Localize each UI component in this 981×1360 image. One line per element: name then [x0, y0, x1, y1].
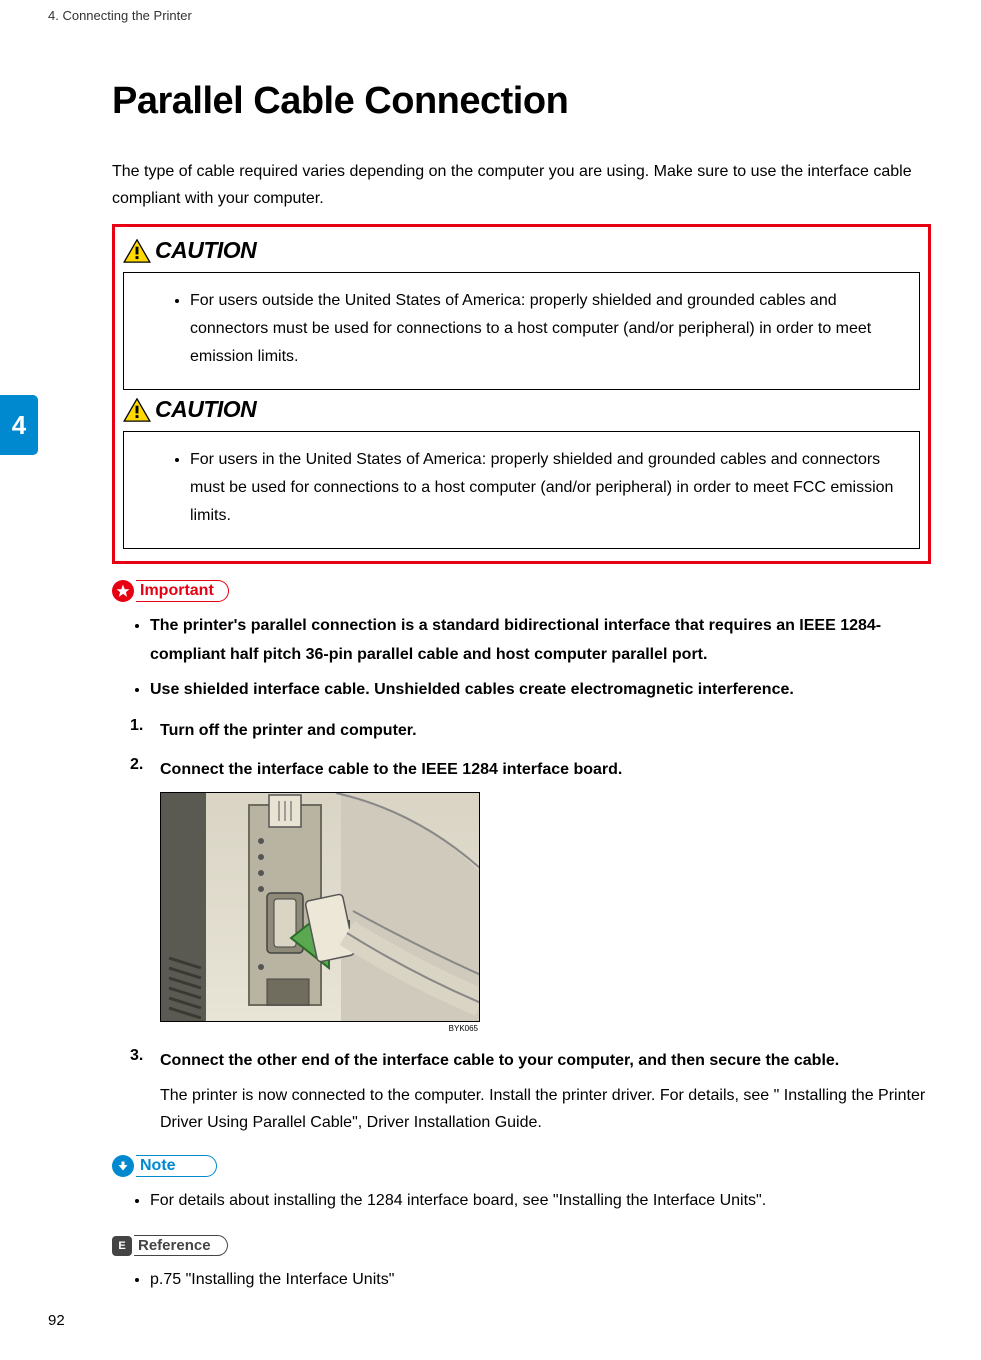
down-arrow-icon [112, 1155, 134, 1177]
important-list: The printer's parallel connection is a s… [112, 612, 931, 704]
caution-text-2: For users in the United States of Americ… [190, 446, 901, 530]
step-3-body: The printer is now connected to the comp… [160, 1082, 931, 1136]
caution-label-1: CAUTION [123, 237, 922, 264]
reference-icon: E [112, 1236, 132, 1256]
illustration-code: BYK065 [160, 1024, 480, 1033]
caution-box-1: For users outside the United States of A… [123, 272, 920, 390]
page-number: 92 [48, 1312, 65, 1329]
warning-triangle-icon [123, 239, 151, 263]
step-3-head: Connect the other end of the interface c… [160, 1047, 931, 1076]
caution-text-1: For users outside the United States of A… [190, 287, 901, 371]
warning-triangle-icon [123, 398, 151, 422]
step-3: Connect the other end of the interface c… [130, 1047, 931, 1136]
reference-badge: E Reference [112, 1235, 228, 1256]
step-2: Connect the interface cable to the IEEE … [130, 756, 931, 1034]
reference-item-1: p.75 "Installing the Interface Units" [150, 1266, 931, 1295]
step-2-head: Connect the interface cable to the IEEE … [160, 756, 931, 785]
important-item-2: Use shielded interface cable. Unshielded… [150, 676, 931, 705]
page-title: Parallel Cable Connection [112, 80, 931, 123]
caution-word-1: CAUTION [155, 237, 256, 264]
step-1: Turn off the printer and computer. [130, 717, 931, 746]
caution-label-2: CAUTION [123, 396, 922, 423]
note-item-1: For details about installing the 1284 in… [150, 1187, 931, 1216]
caution-word-2: CAUTION [155, 396, 256, 423]
note-badge: Note [112, 1155, 217, 1177]
reference-label: Reference [134, 1235, 228, 1256]
steps-list: Turn off the printer and computer. Conne… [112, 717, 931, 1137]
printer-port-illustration [160, 792, 480, 1022]
important-badge: Important [112, 580, 229, 602]
step-1-head: Turn off the printer and computer. [160, 717, 931, 746]
chapter-header: 4. Connecting the Printer [48, 8, 192, 23]
caution-box-2: For users in the United States of Americ… [123, 431, 920, 549]
caution-container: CAUTION For users outside the United Sta… [112, 224, 931, 564]
note-label: Note [136, 1155, 217, 1177]
important-item-1: The printer's parallel connection is a s… [150, 612, 931, 670]
chapter-tab: 4 [0, 395, 38, 455]
note-list: For details about installing the 1284 in… [112, 1187, 931, 1216]
important-label: Important [136, 580, 229, 602]
intro-paragraph: The type of cable required varies depend… [112, 158, 931, 212]
star-icon [112, 580, 134, 602]
reference-list: p.75 "Installing the Interface Units" [112, 1266, 931, 1295]
